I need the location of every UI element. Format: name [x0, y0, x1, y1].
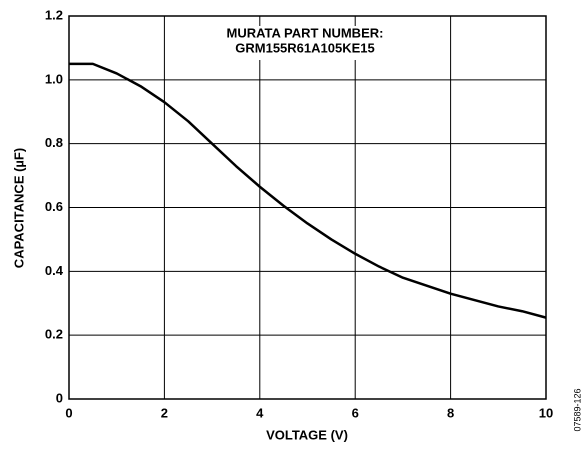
y-tick-label: 1.2	[45, 7, 63, 22]
x-tick-label: 6	[352, 405, 359, 420]
x-axis-label: VOLTAGE (V)	[266, 427, 348, 442]
plot-frame	[68, 15, 547, 400]
data-line	[69, 62, 547, 319]
y-tick-label: 0.6	[45, 199, 63, 214]
y-tick-label: 0	[56, 390, 63, 405]
annotation: MURATA PART NUMBER:	[227, 25, 384, 40]
x-tick-label: 0	[65, 405, 72, 420]
x-tick-label: 8	[447, 405, 454, 420]
x-tick-label: 10	[539, 405, 553, 420]
y-axis-label: CAPACITANCE (µF)	[11, 148, 26, 268]
x-tick-label: 2	[161, 405, 168, 420]
y-tick-label: 0.2	[45, 327, 63, 342]
x-tick-label: 4	[256, 405, 264, 420]
y-tick-label: 1.0	[45, 71, 63, 86]
annotation-box	[205, 26, 405, 60]
side-note: 07589-126	[572, 388, 582, 431]
annotation: GRM155R61A105KE15	[235, 40, 374, 55]
y-tick-label: 0.4	[45, 263, 64, 278]
y-tick-label: 0.8	[45, 135, 63, 150]
